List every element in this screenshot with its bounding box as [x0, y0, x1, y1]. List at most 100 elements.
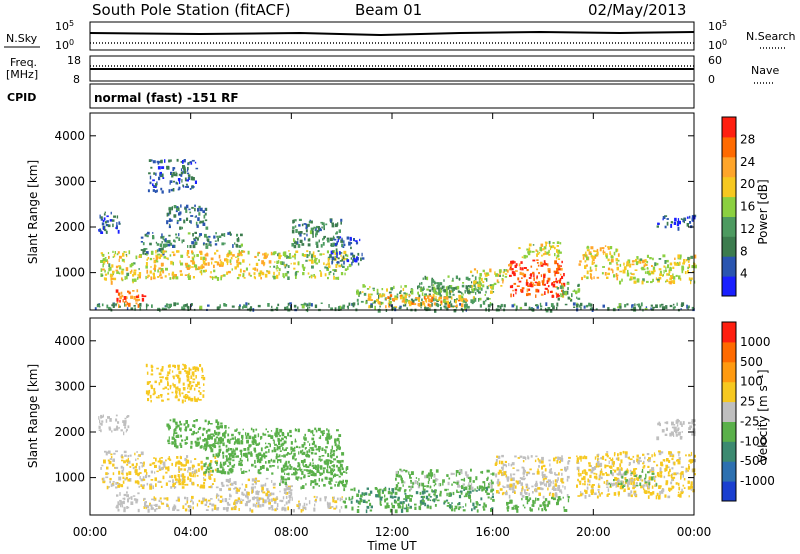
data-cell	[567, 296, 570, 300]
data-cell	[243, 270, 246, 273]
data-cell	[484, 483, 486, 487]
data-cell	[219, 440, 223, 444]
data-cell	[464, 306, 467, 310]
data-cell	[300, 450, 303, 454]
data-cell	[198, 499, 201, 503]
data-cell	[516, 469, 520, 472]
data-cell	[403, 297, 405, 302]
freq-label-1: Freq.	[10, 56, 37, 69]
data-cell	[179, 462, 183, 465]
data-cell	[688, 465, 690, 470]
data-cell	[602, 304, 605, 308]
data-cell	[209, 476, 211, 478]
data-cell	[179, 180, 181, 184]
data-cell	[115, 269, 119, 272]
data-cell	[107, 260, 109, 264]
data-cell	[454, 507, 456, 512]
data-cell	[233, 463, 236, 466]
data-cell	[272, 492, 275, 496]
data-cell	[109, 219, 113, 222]
data-cell	[214, 468, 217, 472]
data-cell	[196, 398, 198, 403]
data-cell	[652, 257, 654, 261]
data-cell	[482, 481, 486, 484]
data-cell	[113, 277, 117, 281]
data-cell	[276, 274, 279, 279]
data-cell	[433, 493, 435, 496]
data-cell	[299, 233, 302, 237]
data-cell	[527, 285, 530, 287]
data-cell	[409, 489, 411, 492]
data-cell	[310, 451, 314, 455]
data-cell	[185, 209, 188, 213]
data-cell	[118, 426, 120, 429]
data-cell	[556, 501, 559, 506]
data-cell	[332, 242, 335, 246]
data-cell	[521, 495, 525, 498]
data-cell	[551, 494, 555, 498]
data-cell	[341, 452, 345, 456]
data-cell	[288, 250, 290, 252]
data-cell	[422, 277, 424, 280]
data-cell	[606, 481, 609, 484]
data-cell	[112, 223, 114, 228]
data-cell	[229, 260, 232, 262]
data-cell	[156, 249, 159, 253]
data-cell	[656, 464, 659, 467]
data-cell	[331, 260, 333, 265]
data-cell	[673, 472, 676, 476]
data-cell	[492, 472, 495, 476]
data-cell	[195, 375, 197, 379]
data-cell	[203, 269, 206, 273]
data-cell	[167, 439, 170, 443]
data-cell	[271, 465, 275, 467]
data-cell	[424, 306, 427, 310]
data-cell	[312, 227, 314, 230]
data-cell	[160, 236, 164, 239]
data-cell	[464, 304, 467, 308]
data-cell	[634, 468, 638, 470]
data-cell	[645, 483, 648, 487]
data-cell	[331, 224, 335, 228]
data-cell	[503, 463, 507, 466]
data-cell	[633, 260, 637, 262]
data-cell	[277, 303, 280, 307]
data-cell	[145, 390, 149, 395]
data-cell	[154, 464, 157, 468]
data-cell	[178, 461, 180, 465]
data-cell	[287, 265, 290, 268]
data-cell	[470, 270, 473, 274]
data-cell	[514, 261, 516, 264]
data-cell	[224, 425, 227, 429]
data-cell	[410, 471, 414, 475]
data-cell	[651, 271, 654, 274]
data-cell	[676, 263, 679, 266]
data-cell	[545, 302, 548, 306]
data-cell	[609, 484, 612, 487]
data-cell	[597, 458, 599, 463]
data-cell	[287, 276, 290, 280]
data-cell	[189, 428, 192, 431]
data-cell	[119, 503, 122, 506]
data-cell	[182, 387, 186, 389]
data-cell	[389, 300, 392, 304]
data-cell	[312, 462, 314, 465]
data-cell	[613, 274, 616, 278]
data-cell	[140, 451, 144, 456]
data-cell	[424, 294, 428, 297]
data-cell	[169, 419, 172, 422]
data-cell	[191, 464, 194, 469]
data-cell	[227, 232, 230, 235]
data-cell	[587, 483, 589, 486]
data-cell	[439, 294, 443, 298]
data-cell	[398, 307, 402, 310]
data-cell	[497, 305, 500, 308]
data-cell	[556, 245, 559, 247]
data-cell	[178, 186, 181, 190]
velocity-frame	[89, 317, 695, 516]
data-cell	[458, 494, 462, 499]
data-cell	[532, 271, 535, 275]
data-cell	[290, 451, 293, 455]
data-cell	[687, 307, 689, 311]
data-cell	[102, 263, 105, 265]
